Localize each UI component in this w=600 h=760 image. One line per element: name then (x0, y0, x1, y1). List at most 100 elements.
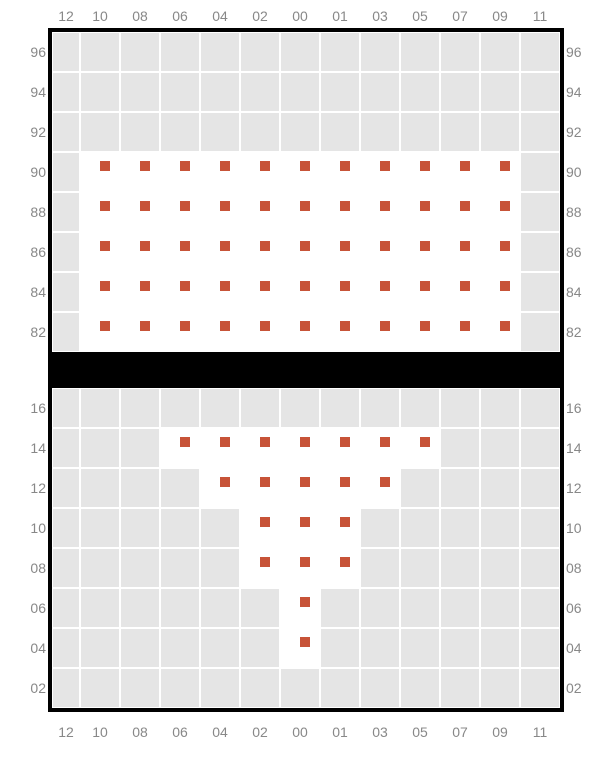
seat-marker (300, 241, 310, 251)
seat-cell[interactable] (400, 152, 440, 192)
seat-marker (220, 201, 230, 211)
seat-cell[interactable] (160, 312, 200, 352)
seat-cell[interactable] (240, 192, 280, 232)
seat-cell[interactable] (480, 272, 520, 312)
seat-cell[interactable] (160, 192, 200, 232)
seat-cell[interactable] (80, 192, 120, 232)
seat-cell[interactable] (200, 468, 240, 508)
seat-cell[interactable] (360, 468, 400, 508)
seat-cell[interactable] (360, 272, 400, 312)
seat-cell[interactable] (400, 312, 440, 352)
seat-cell[interactable] (200, 152, 240, 192)
seat-cell[interactable] (440, 232, 480, 272)
seat-cell[interactable] (400, 232, 440, 272)
seat-cell[interactable] (440, 272, 480, 312)
seat-cell[interactable] (280, 152, 320, 192)
seat-cell[interactable] (280, 548, 320, 588)
seat-cell[interactable] (280, 232, 320, 272)
seat-cell[interactable] (440, 192, 480, 232)
row-label-left: 96 (12, 44, 46, 60)
grid-line (52, 467, 560, 469)
row-label-left: 02 (12, 680, 46, 696)
seat-cell[interactable] (280, 508, 320, 548)
seat-cell[interactable] (280, 312, 320, 352)
seat-cell[interactable] (280, 192, 320, 232)
seat-marker (260, 201, 270, 211)
seat-cell[interactable] (200, 232, 240, 272)
row-label-right: 96 (566, 44, 600, 60)
seat-cell[interactable] (320, 232, 360, 272)
seat-cell[interactable] (200, 428, 240, 468)
seat-cell[interactable] (120, 152, 160, 192)
seat-cell[interactable] (440, 312, 480, 352)
seat-cell[interactable] (200, 192, 240, 232)
seat-cell[interactable] (320, 508, 360, 548)
seat-cell[interactable] (200, 272, 240, 312)
seat-cell[interactable] (80, 152, 120, 192)
seat-cell[interactable] (400, 428, 440, 468)
seat-cell[interactable] (240, 312, 280, 352)
seat-cell[interactable] (480, 232, 520, 272)
seat-cell[interactable] (320, 152, 360, 192)
seat-cell[interactable] (320, 548, 360, 588)
seat-cell[interactable] (400, 192, 440, 232)
seat-marker (300, 477, 310, 487)
grid-line (52, 231, 560, 233)
seat-cell[interactable] (120, 272, 160, 312)
seat-cell[interactable] (80, 232, 120, 272)
seat-cell[interactable] (320, 312, 360, 352)
seat-cell[interactable] (360, 192, 400, 232)
seat-cell[interactable] (280, 428, 320, 468)
seat-cell[interactable] (240, 272, 280, 312)
seat-cell[interactable] (280, 628, 320, 668)
seat-cell[interactable] (360, 232, 400, 272)
seat-marker (340, 201, 350, 211)
seat-marker (460, 321, 470, 331)
seat-cell[interactable] (280, 468, 320, 508)
seat-cell[interactable] (240, 508, 280, 548)
seat-marker (100, 201, 110, 211)
seat-cell[interactable] (360, 312, 400, 352)
seat-cell[interactable] (160, 152, 200, 192)
seat-cell[interactable] (80, 312, 120, 352)
seat-marker (100, 321, 110, 331)
row-label-left: 16 (12, 400, 46, 416)
seat-cell[interactable] (280, 588, 320, 628)
seat-marker (220, 241, 230, 251)
seat-cell[interactable] (80, 272, 120, 312)
seat-cell[interactable] (240, 428, 280, 468)
seat-cell[interactable] (200, 312, 240, 352)
seat-marker (380, 241, 390, 251)
seat-marker (340, 281, 350, 291)
seat-cell[interactable] (480, 152, 520, 192)
seat-marker (500, 161, 510, 171)
seat-cell[interactable] (360, 152, 400, 192)
seat-cell[interactable] (320, 192, 360, 232)
column-label: 11 (520, 724, 560, 740)
seat-cell[interactable] (120, 192, 160, 232)
seat-cell[interactable] (240, 152, 280, 192)
seat-cell[interactable] (120, 232, 160, 272)
seat-marker (380, 321, 390, 331)
seat-cell[interactable] (480, 312, 520, 352)
seat-cell[interactable] (480, 192, 520, 232)
seat-cell[interactable] (440, 152, 480, 192)
seat-cell[interactable] (360, 428, 400, 468)
seat-marker (140, 161, 150, 171)
seat-cell[interactable] (320, 428, 360, 468)
row-label-left: 92 (12, 124, 46, 140)
seat-cell[interactable] (320, 468, 360, 508)
column-label: 07 (440, 8, 480, 24)
column-label: 05 (400, 724, 440, 740)
seat-cell[interactable] (240, 468, 280, 508)
seat-cell[interactable] (400, 272, 440, 312)
seat-cell[interactable] (160, 232, 200, 272)
seat-cell[interactable] (240, 232, 280, 272)
seat-cell[interactable] (120, 312, 160, 352)
seat-cell[interactable] (320, 272, 360, 312)
seat-marker (340, 321, 350, 331)
seat-cell[interactable] (280, 272, 320, 312)
seat-cell[interactable] (160, 272, 200, 312)
seat-cell[interactable] (160, 428, 200, 468)
seat-cell[interactable] (240, 548, 280, 588)
